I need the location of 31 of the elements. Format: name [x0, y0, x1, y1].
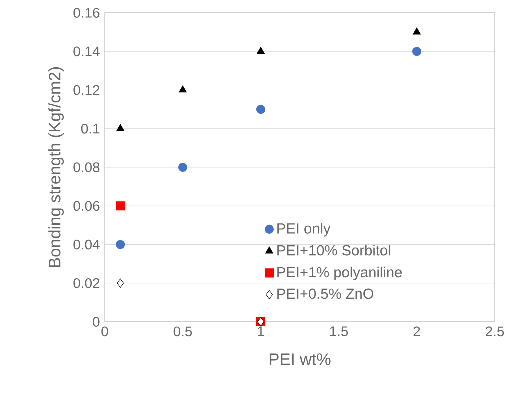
legend-label: PEI+10% Sorbitol [278, 245, 390, 256]
point [116, 202, 126, 211]
point [116, 240, 126, 250]
y-tick-label: 0.08 [74, 162, 100, 172]
point [412, 47, 422, 56]
point [413, 28, 421, 35]
legend-label: PEI+1% polyaniline [278, 266, 402, 281]
point [178, 162, 188, 172]
point [116, 124, 125, 132]
x-tick-label: 0 [102, 326, 108, 337]
point [179, 86, 187, 93]
y-tick-label: 0.04 [74, 240, 100, 250]
y-tick-label: 0.16 [74, 8, 100, 18]
x-tick-label: 1.5 [330, 326, 348, 336]
y-tick-label: 0.06 [74, 201, 100, 212]
y-axis-title: Bonding strength (Kgf/cm2) [48, 68, 64, 268]
y-tick-label: 0 [93, 317, 100, 327]
legend-label: PEI only [278, 223, 331, 237]
y-tick-label: 0.14 [74, 46, 100, 57]
point [257, 47, 265, 54]
x-tick-label: 2.5 [486, 326, 504, 337]
point [117, 278, 124, 288]
x-axis-title: PEI wt% [270, 354, 331, 366]
x-tick-label: 2 [414, 326, 420, 336]
x-tick-label: 0.5 [174, 326, 192, 337]
y-tick-label: 0.02 [74, 278, 100, 288]
point [256, 105, 266, 114]
legend-label: PEI+0.5% ZnO [278, 288, 374, 300]
y-tick-label: 0.12 [74, 85, 100, 96]
x-tick-label: 1 [258, 326, 264, 336]
y-tick-label: 0.1 [81, 124, 100, 134]
